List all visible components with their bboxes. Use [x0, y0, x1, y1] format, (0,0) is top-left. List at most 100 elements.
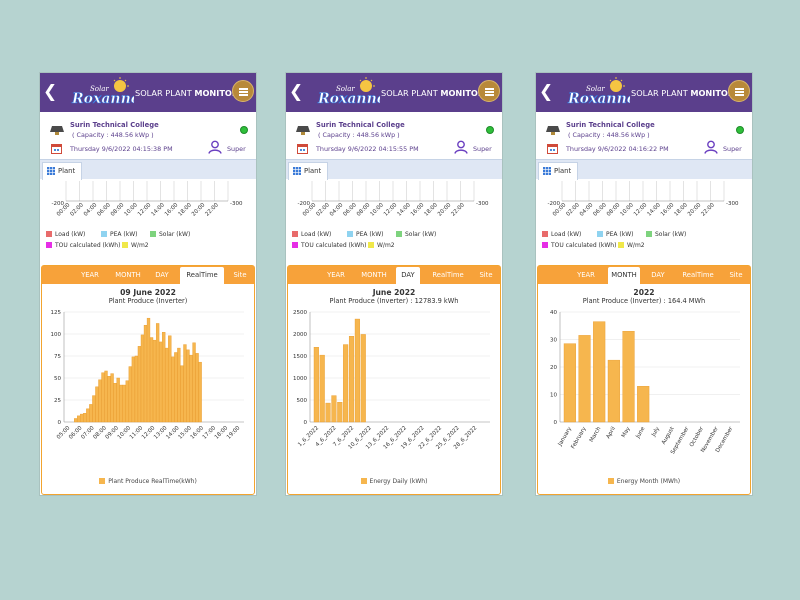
legend-label: PEA (kW) [606, 231, 634, 238]
x-tick-label: April [606, 426, 618, 440]
energy-chart-svg: 050010001500200025001_6_20224_6_20227_6_… [293, 310, 490, 451]
user-icon[interactable] [704, 140, 718, 154]
roxanne-logo: Roxanne Solar [316, 77, 386, 109]
month-bar [622, 331, 635, 423]
tab-day[interactable]: DAY [651, 271, 665, 279]
back-button[interactable]: ❮ [289, 82, 304, 102]
legend-item[interactable]: TOU calculated (kWh) [46, 242, 120, 249]
hamburger-menu-icon[interactable] [728, 80, 750, 102]
y-tick-label: 40 [550, 310, 557, 316]
power-x-tick: 08:00 [110, 202, 126, 218]
tab-realtime[interactable]: RealTime [180, 267, 224, 284]
legend-item[interactable]: W/m2 [618, 242, 645, 249]
realtime-bar [195, 353, 199, 423]
tab-plant-label: Plant [58, 167, 76, 175]
energy-card: YEAR MONTH DAY RealTime Site June 2022 Plant… [287, 265, 501, 495]
status-dot-icon [240, 126, 248, 134]
hamburger-menu-icon[interactable] [478, 80, 500, 102]
legend-item[interactable]: Load (kW) [292, 231, 331, 238]
phone-screen-realtime: ❮ Roxanne Solar SOLAR PLANT MONITORING [39, 72, 257, 496]
legend-swatch [597, 231, 603, 237]
energy-chart-subtitle: Plant Produce (Inverter) : 164.4 MWh [582, 297, 706, 305]
hamburger-menu-icon[interactable] [232, 80, 254, 102]
realtime-bar [110, 373, 114, 423]
energy-chart-legend[interactable]: Energy Daily (kWh) [288, 478, 500, 485]
tab-day[interactable]: DAY [155, 271, 169, 279]
back-button[interactable]: ❮ [43, 82, 58, 102]
power-x-tick: 06:00 [96, 202, 112, 218]
legend-item[interactable]: PEA (kW) [597, 231, 634, 238]
realtime-bar [116, 377, 120, 423]
legend-item[interactable]: TOU calculated (kWh) [292, 242, 366, 249]
power-x-tick: 18:00 [673, 202, 689, 218]
app-header: ❮ Roxanne Solar SOLAR PLANT MONITORING [536, 73, 752, 112]
legend-item[interactable]: TOU calculated (kWh) [542, 242, 616, 249]
y-tick-label: 20 [550, 365, 557, 371]
realtime-bar [140, 334, 145, 423]
tab-month[interactable]: MONTH [608, 267, 640, 284]
period-tabs: YEAR MONTH DAY RealTime Site [288, 266, 500, 284]
legend-item[interactable]: Solar (kW) [646, 231, 686, 238]
legend-label: TOU calculated (kWh) [55, 242, 121, 249]
energy-chart-legend[interactable]: Energy Month (MWh) [538, 478, 750, 485]
power-left-tick: -200 [548, 201, 561, 207]
legend-item[interactable]: Load (kW) [542, 231, 581, 238]
site-capacity: ( Capacity : 448.56 kWp ) [318, 131, 400, 139]
svg-text:Solar: Solar [90, 85, 109, 93]
legend-item[interactable]: Solar (kW) [150, 231, 190, 238]
tab-plant[interactable]: Plant [538, 162, 578, 180]
tab-site[interactable]: Site [729, 271, 743, 279]
site-name: Surin Technical College [566, 121, 655, 129]
y-tick-label: 75 [54, 354, 61, 360]
user-name: Super [227, 145, 246, 153]
tab-year[interactable]: YEAR [81, 271, 99, 279]
legend-item[interactable]: PEA (kW) [101, 231, 138, 238]
period-tabs: YEAR MONTH DAY RealTime Site [538, 266, 750, 284]
app-header: ❮ Roxanne Solar SOLAR PLANT MONITORING [286, 73, 502, 112]
legend-label: Solar (kW) [405, 231, 437, 238]
realtime-bar [165, 347, 169, 423]
tab-year[interactable]: YEAR [327, 271, 345, 279]
legend-item[interactable]: Solar (kW) [396, 231, 436, 238]
x-tick-label: June [635, 425, 647, 440]
legend-item[interactable]: W/m2 [122, 242, 149, 249]
x-tick-label: May [621, 425, 632, 438]
tab-realtime[interactable]: RealTime [432, 271, 464, 279]
power-chart: -200 -300 00:00 02:00 04:00 06:00 08:00 10:00 12… [286, 181, 502, 265]
tab-day[interactable]: DAY [396, 267, 420, 284]
energy-chart-title: 2022 [633, 288, 655, 297]
legend-item[interactable]: Load (kW) [46, 231, 85, 238]
tab-plant[interactable]: Plant [42, 162, 82, 180]
legend-item[interactable]: W/m2 [368, 242, 395, 249]
energy-legend-label: Energy Daily (kWh) [369, 478, 428, 485]
calendar-icon [547, 144, 558, 154]
realtime-bar [101, 372, 105, 423]
legend-item[interactable]: PEA (kW) [347, 231, 384, 238]
power-chart-legend: Load (kW) PEA (kW) Solar (kW) TOU calculate… [292, 229, 502, 259]
energy-chart-title: 09 June 2022 [120, 288, 176, 297]
power-left-tick: -200 [298, 201, 311, 207]
solar-panel-icon [546, 126, 560, 135]
power-x-tick: 20:00 [687, 202, 703, 218]
power-x-tick: 06:00 [342, 202, 358, 218]
y-tick-label: 30 [550, 338, 557, 344]
user-icon[interactable] [208, 140, 222, 154]
back-button[interactable]: ❮ [539, 82, 554, 102]
tab-site[interactable]: Site [479, 271, 493, 279]
energy-chart-legend[interactable]: Plant Produce RealTime(kWh) [42, 478, 254, 485]
tab-site[interactable]: Site [233, 271, 247, 279]
tab-month[interactable]: MONTH [115, 271, 141, 279]
legend-label: Solar (kW) [655, 231, 687, 238]
user-icon[interactable] [454, 140, 468, 154]
app-header: ❮ Roxanne Solar SOLAR PLANT MONITORING [40, 73, 256, 112]
realtime-bar [83, 412, 87, 423]
y-tick-label: 500 [297, 398, 308, 404]
tab-month[interactable]: MONTH [361, 271, 387, 279]
y-tick-label: 0 [554, 420, 558, 426]
power-x-tick: 22:00 [450, 202, 466, 218]
tab-realtime[interactable]: RealTime [682, 271, 714, 279]
realtime-bar [92, 395, 96, 423]
tab-year[interactable]: YEAR [577, 271, 595, 279]
legend-label: Load (kW) [551, 231, 582, 238]
tab-plant[interactable]: Plant [288, 162, 328, 180]
